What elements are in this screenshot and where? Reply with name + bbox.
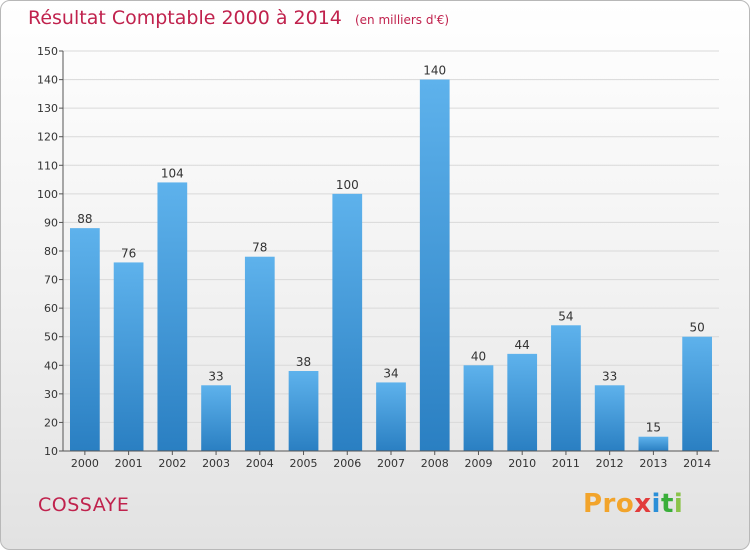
axis-layer: 10 20 30 40 50 60 70 80 90 100 110 120 130 140 150 2000… — [37, 45, 719, 470]
chart-title: Résultat Comptable 2000 à 2014 — [28, 7, 342, 29]
x-tick-label: 2012 — [596, 457, 624, 470]
x-tick-label: 2008 — [421, 457, 449, 470]
bar — [376, 382, 406, 451]
bar — [551, 325, 581, 451]
y-tick-label: 140 — [37, 74, 58, 87]
x-tick-label: 2007 — [377, 457, 405, 470]
x-tick-label: 2009 — [464, 457, 492, 470]
bar — [594, 385, 625, 451]
y-tick-label: 60 — [44, 302, 58, 315]
x-tick-label: 2010 — [508, 457, 536, 470]
x-tick-label: 2011 — [552, 457, 580, 470]
bar — [244, 256, 275, 451]
bar-value-label: 40 — [471, 349, 486, 363]
chart-subtitle: (en milliers d'€) — [354, 13, 450, 27]
town-name: COSSAYE — [38, 494, 130, 516]
y-tick-label: 40 — [44, 359, 58, 372]
bar-value-label: 38 — [296, 355, 311, 369]
y-tick-label: 80 — [44, 245, 58, 258]
bar — [69, 228, 100, 451]
bar-value-label: 78 — [252, 241, 267, 255]
y-tick-label: 130 — [37, 102, 58, 115]
y-tick-label: 150 — [37, 45, 58, 58]
x-tick-label: 2005 — [290, 457, 318, 470]
x-tick-label: 2006 — [333, 457, 361, 470]
bar-layer: 88 76 104 33 78 38 100 34 140 40 44 54 33 15 50 — [69, 64, 713, 452]
y-tick-label: 90 — [44, 216, 58, 229]
y-tick-label: 110 — [37, 159, 58, 172]
bar — [157, 182, 188, 451]
proxiti-logo: Proxiti — [583, 489, 683, 519]
logo-part: x — [634, 489, 652, 519]
x-tick-label: 2002 — [158, 457, 186, 470]
bar-value-label: 44 — [515, 338, 530, 352]
y-tick-label: 10 — [44, 445, 58, 458]
x-tick-label: 2013 — [639, 457, 667, 470]
bar — [288, 371, 319, 451]
bar — [113, 262, 144, 451]
bar — [638, 436, 669, 451]
bar — [332, 193, 363, 451]
bar — [201, 385, 231, 451]
bar-value-label: 140 — [423, 64, 446, 78]
bar-value-label: 34 — [383, 366, 398, 380]
y-tick-label: 120 — [37, 131, 58, 144]
y-tick-label: 100 — [37, 188, 58, 201]
logo-part: i — [651, 489, 661, 519]
x-tick-label: 2003 — [202, 457, 230, 470]
y-tick-label: 50 — [44, 331, 58, 344]
y-tick-label: 20 — [44, 416, 58, 429]
bar-value-label: 104 — [161, 166, 184, 180]
logo-part: Pro — [583, 489, 635, 519]
x-tick-label: 2001 — [115, 457, 143, 470]
bar-value-label: 33 — [208, 369, 223, 383]
x-tick-label: 2014 — [683, 457, 711, 470]
logo-part: i — [673, 489, 684, 519]
logo-part: t — [660, 489, 674, 519]
y-tick-label: 30 — [44, 388, 58, 401]
bar — [507, 353, 538, 451]
bar-value-label: 76 — [121, 246, 136, 260]
x-tick-label: 2000 — [71, 457, 99, 470]
chart-header: Résultat Comptable 2000 à 2014 (en milli… — [28, 7, 449, 29]
bar-value-label: 100 — [336, 178, 359, 192]
bar-value-label: 15 — [646, 421, 661, 435]
bar-value-label: 88 — [77, 212, 92, 226]
bar — [682, 336, 713, 451]
bar — [419, 79, 450, 452]
bar-value-label: 50 — [689, 321, 704, 335]
bar — [463, 365, 494, 451]
bar-value-label: 54 — [558, 309, 573, 323]
x-tick-label: 2004 — [246, 457, 274, 470]
bar-value-label: 33 — [602, 369, 617, 383]
y-tick-label: 70 — [44, 274, 58, 287]
